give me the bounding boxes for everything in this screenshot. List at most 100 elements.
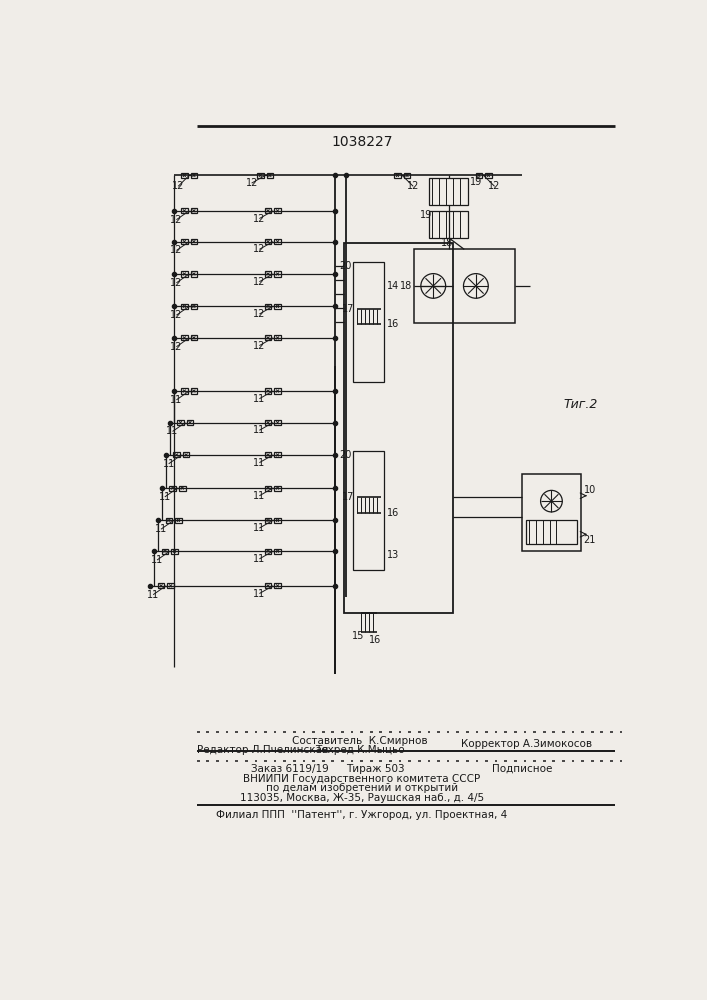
Text: Заказ 6119/19: Заказ 6119/19: [251, 764, 329, 774]
Text: 12: 12: [170, 342, 182, 352]
Bar: [265, 271, 271, 277]
Bar: [181, 239, 187, 244]
Bar: [274, 518, 281, 523]
Bar: [181, 388, 187, 394]
Bar: [395, 173, 401, 178]
Bar: [344, 243, 452, 613]
Bar: [267, 173, 273, 178]
Bar: [414, 249, 515, 323]
Text: 17: 17: [341, 304, 354, 314]
Bar: [191, 173, 197, 178]
Text: Τиг.2: Τиг.2: [563, 398, 597, 411]
Text: 11: 11: [155, 524, 167, 534]
Bar: [191, 271, 197, 277]
Text: 12: 12: [170, 245, 182, 255]
Bar: [265, 420, 271, 425]
Bar: [429, 211, 468, 238]
Text: 12: 12: [253, 277, 266, 287]
Bar: [354, 451, 385, 570]
Text: 12: 12: [489, 181, 501, 191]
Bar: [191, 388, 197, 394]
Text: 13: 13: [387, 550, 399, 560]
Bar: [265, 239, 271, 244]
Bar: [476, 173, 482, 178]
Bar: [168, 583, 174, 588]
Text: 18: 18: [441, 238, 453, 248]
Bar: [265, 549, 271, 554]
Bar: [171, 549, 177, 554]
Bar: [526, 520, 577, 544]
Text: 12: 12: [170, 310, 182, 320]
Bar: [181, 271, 187, 277]
Text: 12: 12: [170, 278, 182, 288]
Text: 15: 15: [352, 631, 364, 641]
Bar: [191, 304, 197, 309]
Text: 11: 11: [253, 425, 266, 435]
Bar: [265, 208, 271, 213]
Bar: [274, 583, 281, 588]
Bar: [274, 335, 281, 340]
Bar: [274, 486, 281, 491]
Bar: [274, 271, 281, 277]
Bar: [522, 474, 580, 551]
Text: 11: 11: [253, 589, 266, 599]
Text: 11: 11: [170, 395, 182, 405]
Bar: [274, 452, 281, 457]
Bar: [265, 452, 271, 457]
Text: 14: 14: [387, 281, 399, 291]
Bar: [187, 420, 193, 425]
Text: 12: 12: [253, 214, 266, 224]
Bar: [265, 583, 271, 588]
Bar: [181, 335, 187, 340]
Bar: [265, 518, 271, 523]
Text: 12: 12: [172, 181, 185, 191]
Text: 20: 20: [339, 450, 352, 460]
Text: Редактор Л.Пчелинская: Редактор Л.Пчелинская: [197, 745, 329, 755]
Bar: [170, 486, 176, 491]
Bar: [165, 518, 172, 523]
Bar: [274, 420, 281, 425]
Bar: [429, 178, 468, 205]
Bar: [162, 549, 168, 554]
Bar: [191, 335, 197, 340]
Text: 10: 10: [583, 485, 596, 495]
Text: 11: 11: [166, 426, 179, 436]
Text: Составитель  К.Смирнов: Составитель К.Смирнов: [292, 736, 428, 746]
Bar: [274, 208, 281, 213]
Text: Подписное: Подписное: [492, 764, 553, 774]
Text: 11: 11: [151, 555, 163, 565]
Text: 21: 21: [583, 535, 596, 545]
Text: 11: 11: [253, 491, 266, 501]
Bar: [183, 452, 189, 457]
Bar: [274, 388, 281, 394]
Text: Тираж 503: Тираж 503: [346, 764, 404, 774]
Bar: [265, 335, 271, 340]
Text: 19: 19: [470, 177, 483, 187]
Text: 11: 11: [158, 492, 171, 502]
Text: 11: 11: [253, 394, 266, 404]
Text: 11: 11: [253, 458, 266, 468]
Text: 12: 12: [245, 178, 258, 188]
Text: по делам изобретений и открытий: по делам изобретений и открытий: [266, 783, 458, 793]
Text: 20: 20: [339, 261, 352, 271]
Bar: [175, 518, 182, 523]
Bar: [181, 304, 187, 309]
Text: 16: 16: [369, 635, 381, 645]
Text: 1038227: 1038227: [331, 135, 392, 149]
Text: 11: 11: [253, 523, 266, 533]
Text: Филиал ППП  ''Патент'', г. Ужгород, ул. Проектная, 4: Филиал ППП ''Патент'', г. Ужгород, ул. П…: [216, 810, 508, 820]
Text: 17: 17: [341, 492, 354, 502]
Bar: [274, 304, 281, 309]
Bar: [274, 239, 281, 244]
Text: Техред К.Мыцьо: Техред К.Мыцьо: [315, 745, 404, 755]
Text: 12: 12: [407, 181, 419, 191]
Text: ВНИИПИ Государственного комитета СССР: ВНИИПИ Государственного комитета СССР: [243, 774, 481, 784]
Text: 12: 12: [170, 215, 182, 225]
Bar: [265, 486, 271, 491]
Bar: [181, 173, 187, 178]
Text: 11: 11: [147, 590, 159, 600]
Bar: [274, 549, 281, 554]
Text: 18: 18: [400, 281, 412, 291]
Bar: [354, 262, 385, 382]
Text: 12: 12: [253, 244, 266, 254]
